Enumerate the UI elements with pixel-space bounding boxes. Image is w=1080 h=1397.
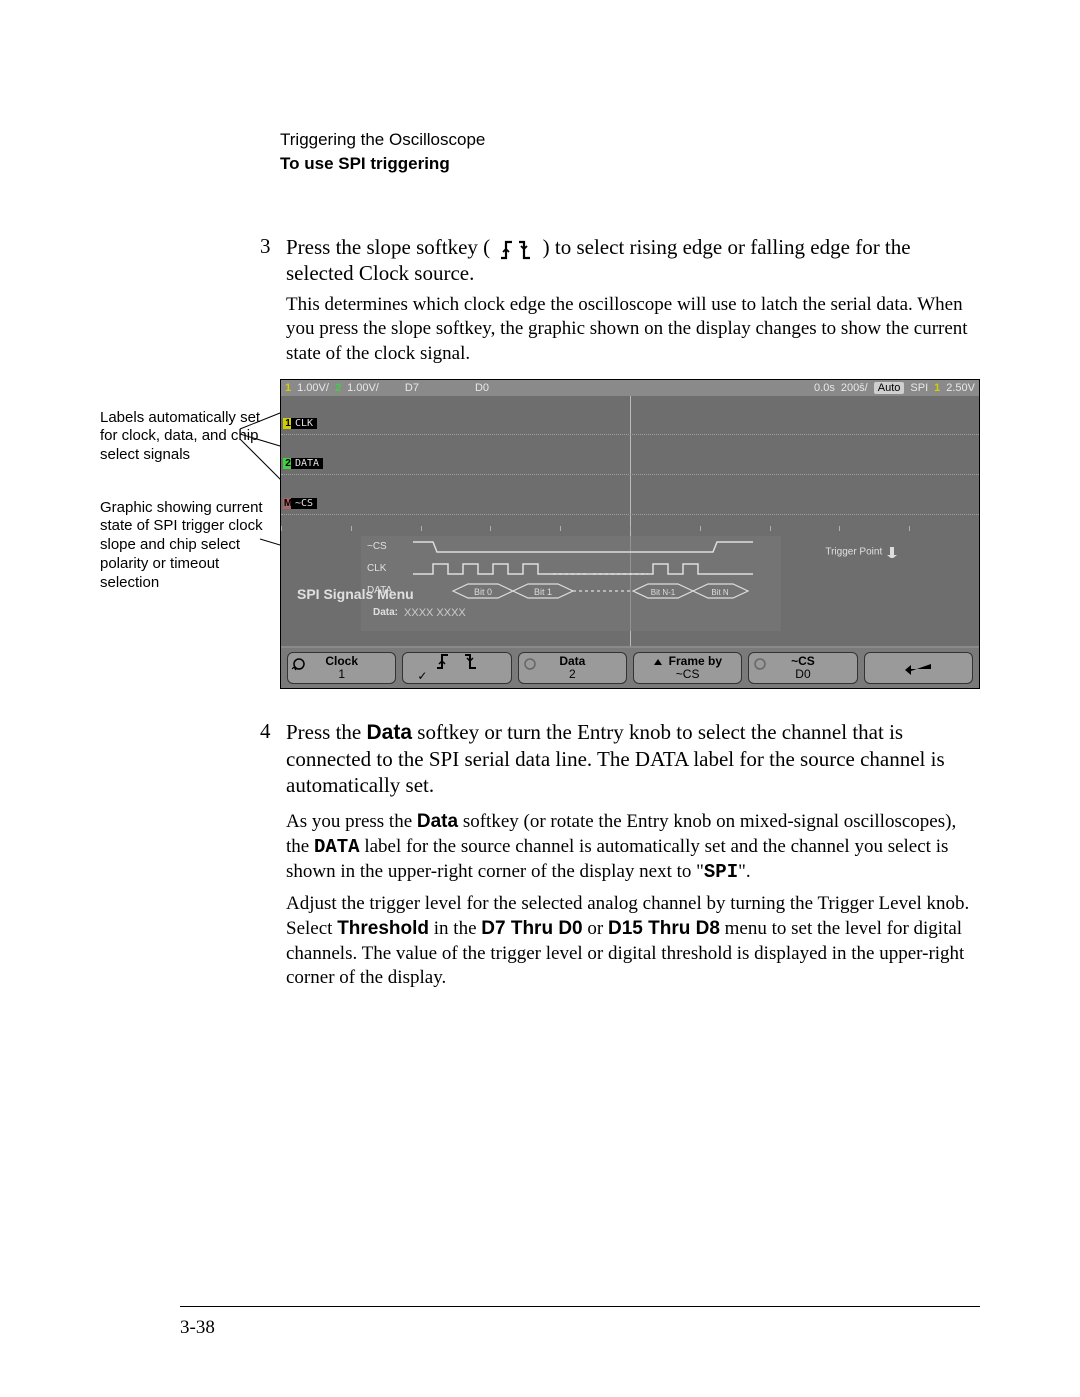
topbar-time-pos: 0.0s [814,382,835,394]
diag-cs-label: ~CS [367,541,407,552]
topbar-time-div: 200s̄/ [841,382,868,394]
softkey-cs-label: ~CS [791,655,815,668]
softkey-slope-check: ✓ [417,670,427,683]
scope-menu-title: SPI Signals Menu [297,586,414,602]
topbar-d0: D0 [475,382,489,394]
entry-knob-icon [292,657,306,671]
topbar-ch2-num: 2 [335,382,341,394]
rising-edge-icon [499,238,515,260]
signal-label-cs: ~CS [291,498,317,509]
topbar-mode: Auto [874,382,905,394]
page: Triggering the Oscilloscope To use SPI t… [0,0,1080,1397]
softkey-data-value: 2 [569,668,576,681]
diag-data-hex-label: Data: [367,607,398,618]
up-arrow-icon [653,658,663,666]
step-3: 3 Press the slope softkey ( ) to select … [260,234,980,367]
softkey-frame-label: Frame by [669,654,722,668]
rising-edge-icon [436,652,450,670]
diag-data-wave: Bit 0 Bit 1 Bit N-1 Bit N [413,582,753,600]
slope-icons [499,238,533,260]
diag-clk-label: CLK [367,563,407,574]
trigger-point-label: Trigger Point [825,546,899,558]
diag-data-hex-value: XXXX XXXX [404,607,466,619]
spi-timing-diagram: ~CS CLK DATA [361,536,781,631]
svg-text:Bit N-1: Bit N-1 [651,588,676,597]
figure-spi-signals: Labels automatically set for clock, data… [100,379,980,699]
softkey-frame-by[interactable]: Frame by ~CS [633,652,742,684]
step-4-para-2: As you press the Data softkey (or rotate… [286,810,980,884]
topbar-trig-src: SPI [910,382,928,394]
step-3-number: 3 [260,234,286,259]
softkey-cs-value: D0 [795,668,810,681]
softkey-data[interactable]: Data 2 [518,652,627,684]
topbar-trig-ch: 1 [934,382,940,394]
callout-graphic-state: Graphic showing current state of SPI tri… [100,499,270,593]
entry-knob-icon [523,657,537,671]
topbar-ch2-vdiv: 1.00V/ [347,382,379,394]
trigger-point-arrow-icon [885,546,899,558]
svg-text:Bit 0: Bit 0 [474,587,492,597]
callout-labels-auto: Labels automatically set for clock, data… [100,409,270,465]
softkey-clock-value: 1 [338,668,345,681]
svg-text:Bit N: Bit N [711,588,729,597]
step-4-para-3: Adjust the trigger level for the selecte… [286,892,980,991]
step-4-number: 4 [260,719,286,744]
signal-label-clk: CLK [291,418,317,429]
softkey-frame-value: ~CS [676,668,700,681]
scope-softkeys: Clock 1 ✓ [281,648,979,688]
page-number: 3-38 [180,1317,215,1339]
return-arrow-icon [903,661,933,675]
diag-clk-wave [413,560,753,578]
falling-edge-icon [517,238,533,260]
page-header: Triggering the Oscilloscope To use SPI t… [280,130,980,174]
diag-cs-wave [413,538,753,556]
topbar-ch1-vdiv: 1.00V/ [297,382,329,394]
step-3-text: Press the slope softkey ( ) to select ri… [286,234,980,287]
step-3-sub: This determines which clock edge the osc… [286,293,980,367]
header-chapter: Triggering the Oscilloscope [280,130,980,150]
topbar-ch1-num: 1 [285,382,291,394]
scope-topbar: 1 1.00V/ 2 1.00V/ D7 D0 0.0s 200s̄/ Auto… [281,380,979,396]
step-4: 4 Press the Data softkey or turn the Ent… [260,719,980,799]
softkey-slope[interactable]: ✓ [402,652,511,684]
softkey-return[interactable] [864,652,973,684]
topbar-trig-level: 2.50V [946,382,975,394]
oscilloscope-screenshot: 1 1.00V/ 2 1.00V/ D7 D0 0.0s 200s̄/ Auto… [280,379,980,689]
scope-grid: 1 2 M CLK DATA ~CS ~CS CLK [281,396,979,646]
signal-label-data: DATA [291,458,323,469]
softkey-data-label: Data [559,655,585,668]
softkey-clock[interactable]: Clock 1 [287,652,396,684]
header-section: To use SPI triggering [280,154,980,174]
step-3-lead: Press the slope softkey ( [286,235,490,259]
softkey-cs[interactable]: ~CS D0 [748,652,857,684]
topbar-d7: D7 [405,382,419,394]
entry-knob-icon [753,657,767,671]
falling-edge-icon [464,652,478,670]
svg-text:Bit 1: Bit 1 [534,587,552,597]
softkey-clock-label: Clock [325,655,358,668]
footer-rule [180,1306,980,1307]
step-4-text: Press the Data softkey or turn the Entry… [286,719,980,799]
